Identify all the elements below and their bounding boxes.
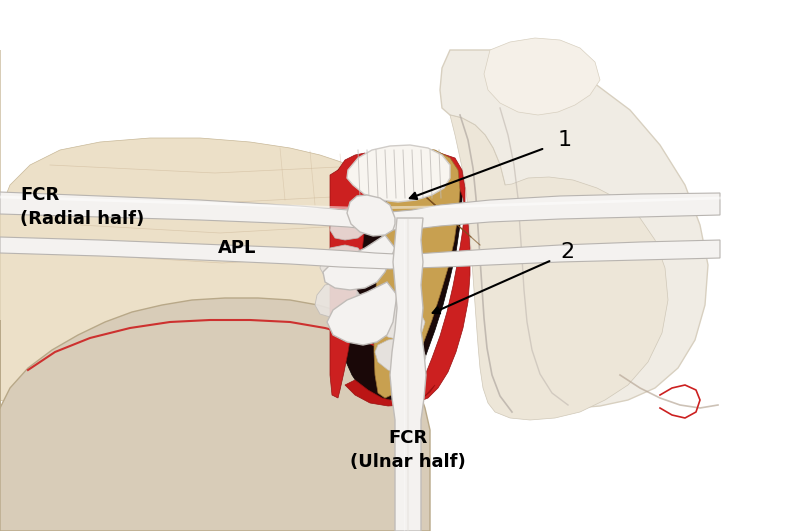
Polygon shape: [0, 50, 420, 430]
Polygon shape: [330, 208, 370, 240]
Polygon shape: [374, 148, 460, 398]
Text: 2: 2: [560, 242, 574, 262]
Text: APL: APL: [218, 239, 256, 257]
Polygon shape: [332, 147, 462, 400]
Polygon shape: [408, 153, 470, 402]
Polygon shape: [375, 338, 426, 373]
Polygon shape: [320, 245, 365, 280]
Polygon shape: [345, 380, 435, 406]
Polygon shape: [347, 145, 450, 202]
Polygon shape: [323, 235, 395, 290]
Polygon shape: [330, 153, 370, 398]
Polygon shape: [0, 192, 720, 230]
Polygon shape: [327, 282, 397, 345]
Polygon shape: [374, 303, 425, 340]
Text: FCR
(Radial half): FCR (Radial half): [20, 186, 144, 228]
Polygon shape: [390, 218, 426, 531]
Text: FCR
(Ulnar half): FCR (Ulnar half): [350, 429, 466, 471]
Polygon shape: [347, 195, 395, 236]
Polygon shape: [450, 115, 668, 420]
Polygon shape: [0, 298, 430, 531]
Polygon shape: [440, 50, 708, 408]
Polygon shape: [0, 237, 720, 269]
Polygon shape: [315, 282, 360, 317]
Text: 1: 1: [558, 130, 572, 150]
Polygon shape: [484, 38, 600, 115]
